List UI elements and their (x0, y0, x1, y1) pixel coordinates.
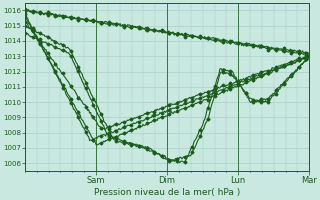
X-axis label: Pression niveau de la mer( hPa ): Pression niveau de la mer( hPa ) (94, 188, 240, 197)
